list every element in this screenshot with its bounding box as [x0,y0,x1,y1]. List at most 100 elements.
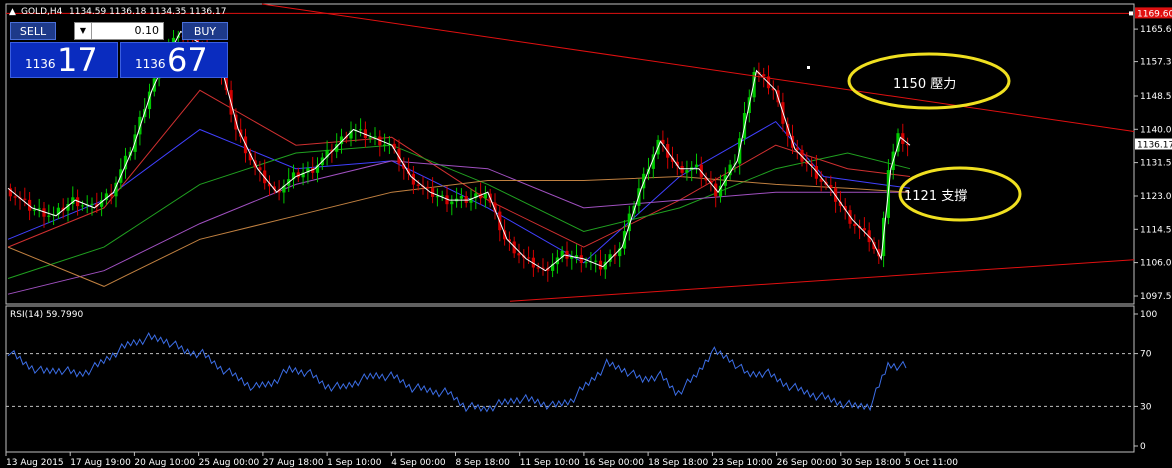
line-price-label: 1169.60 [1137,9,1172,19]
main-plot [6,3,1135,302]
resistance-ellipse [847,52,1011,110]
sell-button[interactable]: SELL [10,22,56,40]
candle-body [651,154,655,169]
candle-body [411,173,415,185]
candle-body [335,144,339,152]
sell-price-big: 17 [57,41,98,79]
candle-body [440,195,444,197]
candle-body [296,172,300,178]
candle-body [810,163,814,166]
candle-body [426,186,430,189]
moving-average-line [7,175,911,287]
candle-body [435,196,439,198]
support-trendline [509,259,1135,302]
candle-body [512,241,516,254]
candle-body [95,203,99,207]
candle-body [469,198,473,203]
time-tick-label: 1 Sep 10:00 [327,458,382,468]
time-tick-label: 5 Oct 11:00 [905,458,958,468]
buy-price-big: 67 [167,41,208,79]
time-tick-label: 20 Aug 10:00 [134,458,195,468]
price-tick-label: 1157.30 [1140,58,1172,68]
candle-body [291,172,296,180]
candle-body [378,136,382,146]
candle-body [618,248,622,257]
time-tick-label: 4 Sep 00:00 [391,458,446,468]
candle-body [407,168,411,174]
time-tick-label: 30 Sep 18:00 [841,458,901,468]
time-tick-label: 23 Sep 10:00 [712,458,772,468]
candle-body [896,133,900,152]
candle-body [728,164,732,176]
candle-body [752,72,756,98]
buy-button[interactable]: BUY [182,22,228,40]
candle-body [570,256,574,259]
candle-body [527,257,531,259]
buy-price-small: 1136 [135,57,166,71]
candle-body [459,196,463,199]
candle-body [906,144,910,146]
moving-average-line [7,89,911,248]
candle-body [373,136,377,138]
price-tick-label: 1140.05 [1140,125,1172,135]
candle-body [685,170,689,173]
lot-dropdown-icon[interactable]: ▼ [75,23,92,39]
candle-body [795,147,799,150]
candle-body [805,161,809,164]
candle-body [282,185,286,193]
candle-body [613,254,617,257]
candle-body [786,123,790,136]
candle-body [248,153,252,161]
resistance-trendline [261,3,1135,132]
chart-header-arrow-icon[interactable]: ▲ [9,7,16,17]
candle-body [507,239,511,242]
candle-body [680,166,684,173]
time-tick-label: 17 Aug 19:00 [70,458,131,468]
candle-body [517,253,521,256]
sell-price-box[interactable]: 1136 17 [10,41,118,79]
candle-body [642,173,646,189]
candle-body [819,178,823,182]
candle-body [114,182,118,197]
candle-body [843,206,847,211]
time-tick-label: 13 Aug 2015 [6,458,64,468]
candle-body [224,75,228,91]
candle-body [829,185,833,189]
lot-size-field[interactable]: ▼ 0.10 [74,22,164,40]
buy-price-box[interactable]: 1136 67 [120,41,228,79]
lot-size-value[interactable]: 0.10 [134,24,160,37]
candle-body [474,193,478,199]
candle-body [479,193,483,199]
trendline-anchor [807,66,810,69]
candle-body [603,261,607,270]
rsi-plot [6,331,1134,413]
resistance-annotation: 1150 壓力 [893,77,956,92]
price-tick-label: 1131.55 [1140,159,1172,169]
candle-body [675,161,679,166]
candle-body [76,197,80,207]
time-tick-label: 11 Sep 10:00 [520,458,580,468]
candle-body [325,149,329,158]
candle-body [627,213,631,232]
candle-body [709,180,713,184]
candle-body [32,209,36,211]
candle-body [608,254,612,262]
candle-body [862,228,866,231]
candle-body [61,207,65,211]
candle-body [445,195,449,205]
price-tick-label: 1106.05 [1140,259,1172,269]
candle-body [104,193,108,201]
candle-body [584,262,588,264]
main-chart-frame [5,3,1135,305]
candle-body [100,200,104,207]
rsi-tick-label: 30 [1140,402,1152,412]
candle-body [704,177,708,181]
candle-body [718,185,723,197]
time-tick-label: 26 Sep 00:00 [777,458,837,468]
candle-body [339,136,344,145]
candle-body [301,172,305,178]
moving-average-line [7,144,911,279]
candle-body [349,130,353,139]
candle-body [771,88,775,91]
